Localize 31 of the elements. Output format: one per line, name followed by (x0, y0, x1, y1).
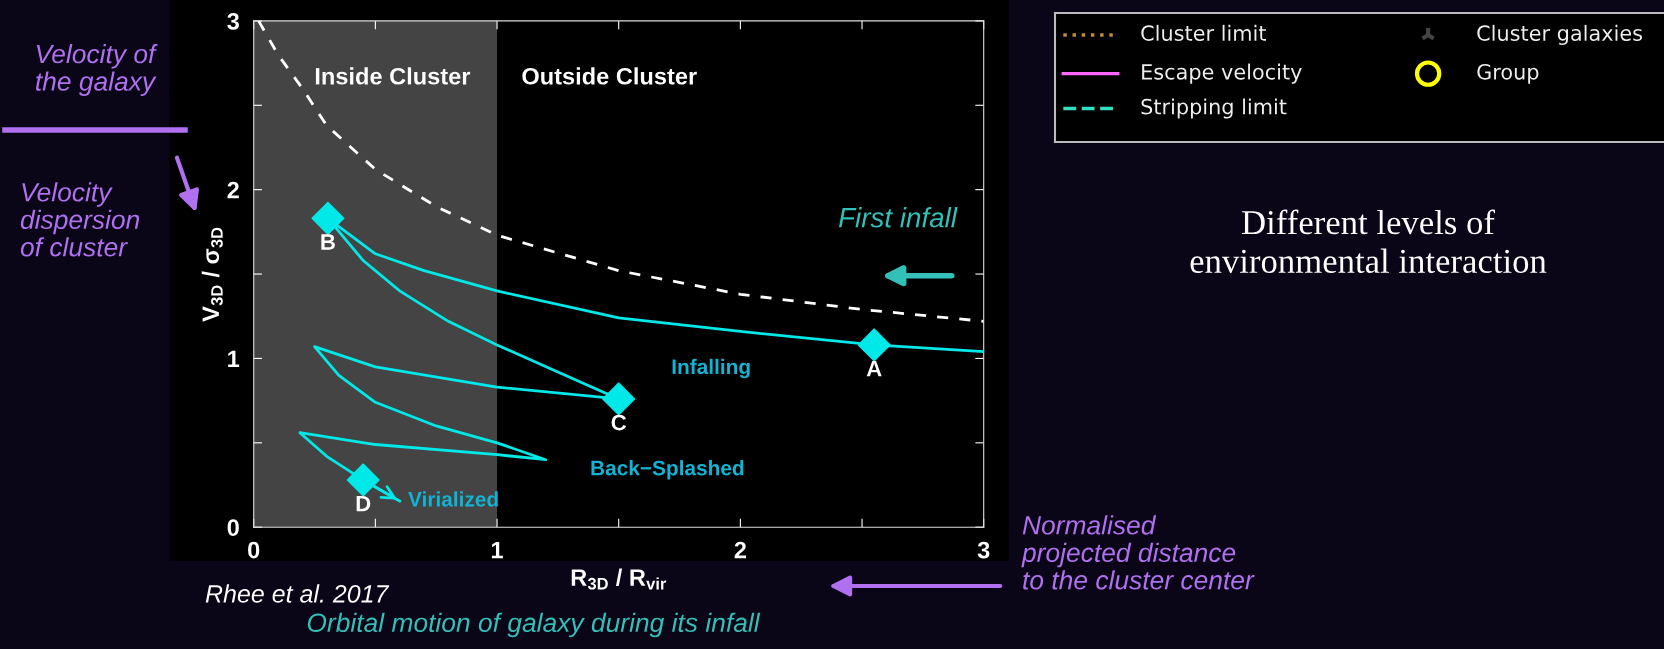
data-label: B (321, 234, 335, 250)
text: Cluster limit (1141, 24, 1267, 41)
data-label: D (356, 495, 371, 512)
x-tick-label: 3 (977, 541, 990, 559)
y-tick-label: 0 (227, 519, 239, 536)
annotation: First infall (838, 207, 958, 228)
text: Group (1477, 63, 1539, 84)
text: Different levels of environmental interaction (1190, 209, 1547, 274)
y-tick-label: 1 (228, 350, 240, 367)
y-axis-title: V$_{3D}$ / σ$_{3D}$ (201, 227, 223, 322)
y-tick-label: 3 (227, 12, 239, 30)
x-axis-title: R$_{3D}$ / R$_{vir}$ (571, 568, 667, 590)
data-label: C (611, 414, 627, 431)
x-tick-label: 2 (734, 541, 746, 559)
text: Cluster galaxies (1477, 24, 1642, 46)
band-label: Inside Cluster (315, 67, 471, 85)
y-tick-label: 2 (227, 181, 239, 199)
text: Orbital motion of galaxy during its infall (307, 612, 761, 638)
annotation: Virialized (408, 491, 498, 507)
text: Velocity dispersion of cluster (20, 182, 140, 257)
text: Stripping limit (1141, 98, 1287, 119)
annotation: Infalling (672, 358, 750, 379)
text: Normalised projected distance to the cluster center (1021, 515, 1255, 590)
x-tick-label: 0 (248, 541, 260, 559)
annotation: Outside Cluster (522, 67, 697, 85)
text: Escape velocity (1142, 63, 1302, 84)
text: Velocity of the galaxy (36, 43, 158, 97)
text: Rhee et al. 2017 (205, 584, 390, 603)
x-tick-label: 1 (491, 541, 503, 559)
data-label: A (866, 360, 882, 377)
annotation: Back−Splashed (591, 460, 744, 480)
